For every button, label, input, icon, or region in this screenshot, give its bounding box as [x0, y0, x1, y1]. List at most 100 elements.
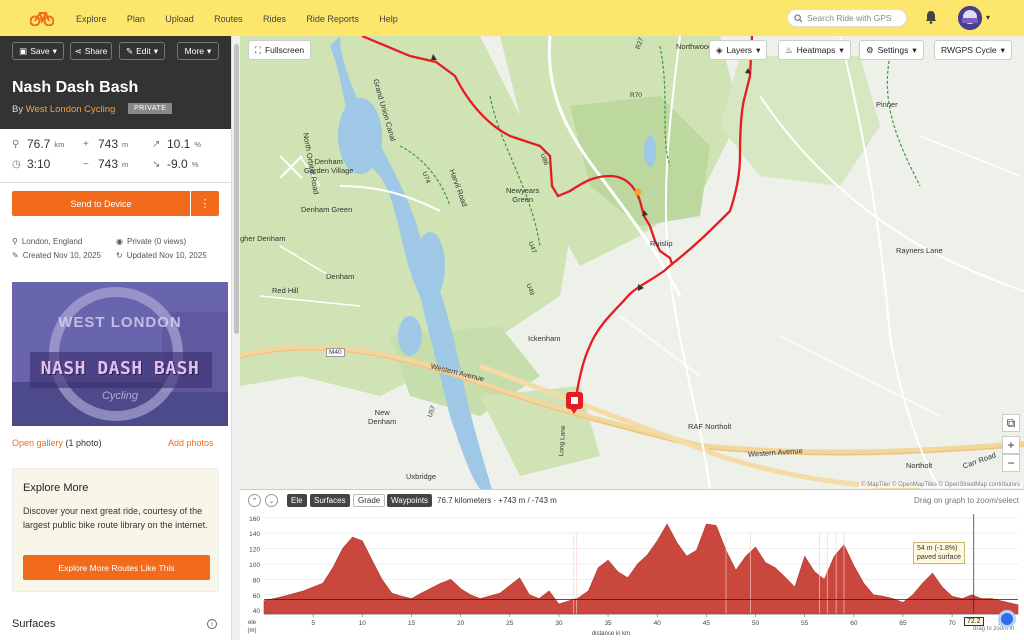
elevation-hint: Drag on graph to zoom/select	[914, 496, 1019, 505]
gallery-count: (1 photo)	[65, 438, 102, 448]
zoom-hint: drag to zoom in	[973, 626, 1015, 632]
clock-icon: ◷	[12, 158, 21, 170]
map-label-m40: M40	[326, 348, 345, 357]
chevron-down-icon[interactable]: ⌄	[265, 494, 278, 507]
tab-grade[interactable]: Grade	[353, 494, 386, 507]
tab-ele[interactable]: Ele	[287, 494, 307, 507]
stat-max-grade: ↗ 10.1%	[152, 137, 201, 151]
map-canvas	[240, 36, 1024, 489]
pencil-icon: ✎	[125, 45, 134, 56]
scrollbar-thumb[interactable]	[234, 44, 239, 334]
x-tick-label: 30	[555, 620, 563, 627]
nav-help[interactable]: Help	[379, 14, 398, 24]
gear-icon: ⚙	[866, 44, 874, 55]
map-label-red-hill: Red Hill	[272, 286, 299, 295]
chevron-down-icon[interactable]: ▾	[986, 13, 991, 22]
stat-gain: +743 m	[83, 137, 128, 151]
rwgps-logo-icon[interactable]	[30, 8, 56, 28]
chevron-down-icon: ▾	[912, 44, 917, 55]
search-input[interactable]: Search Ride with GPS	[787, 9, 907, 27]
nav-upload[interactable]: Upload	[165, 14, 194, 24]
plus-icon: +	[83, 138, 89, 150]
fullscreen-label: Fullscreen	[264, 45, 305, 55]
x-tick-label: 35	[604, 620, 612, 627]
map-label-ruislip: Ruislip	[650, 239, 673, 248]
nav-plan[interactable]: Plan	[126, 14, 145, 24]
map-layers-icon[interactable]: ⧉	[1002, 414, 1020, 432]
x-tick-label: 25	[506, 620, 514, 627]
nav-routes[interactable]: Routes	[214, 14, 243, 24]
fullscreen-icon: ⛶	[255, 44, 261, 55]
open-gallery-link[interactable]: Open gallery	[12, 438, 64, 448]
share-button[interactable]: ⋖ Share	[70, 42, 112, 60]
chevron-down-icon: ▾	[756, 44, 761, 55]
route-map[interactable]: Northwood Pinner Rayners Lane Ruislip De…	[240, 36, 1024, 489]
share-label: Share	[84, 46, 108, 56]
distance-value: 76.7	[27, 137, 51, 151]
fullscreen-button[interactable]: ⛶ Fullscreen	[248, 40, 312, 60]
x-tick-label: 15	[408, 620, 416, 627]
map-label-northolt: Northolt	[906, 461, 933, 470]
nav-ride-reports[interactable]: Ride Reports	[306, 14, 359, 24]
layers-button[interactable]: ◈ Layers ▾	[709, 40, 768, 60]
hero-title-text: NASH DASH BASH	[40, 358, 200, 379]
location-pin-icon: ⚲	[12, 237, 18, 246]
send-to-device-button[interactable]: Send to Device	[12, 191, 190, 216]
help-chat-icon[interactable]	[998, 610, 1016, 628]
chevron-down-icon: ▾	[839, 44, 844, 55]
y-tick-label: 120	[249, 547, 260, 554]
tab-surfaces[interactable]: Surfaces	[310, 494, 350, 507]
y-axis-label: (m)	[248, 628, 257, 634]
elevation-area	[263, 523, 1019, 615]
nav-rides[interactable]: Rides	[262, 14, 286, 24]
add-photos-link[interactable]: Add photos	[168, 438, 214, 448]
more-button[interactable]: More ▾	[177, 42, 219, 60]
route-header: ▣ Save ▾ ⋖ Share ✎ Edit ▾ More ▾ Nash Dash Bas…	[0, 36, 231, 129]
x-tick-label: 70	[949, 620, 957, 627]
map-style-select[interactable]: RWGPS Cycle ▾	[934, 40, 1012, 60]
chevron-down-icon: ▾	[1000, 44, 1005, 55]
explore-more-button[interactable]: Explore More Routes Like This	[23, 555, 210, 580]
meta-privacy: ◉ Private (0 views)	[116, 237, 186, 246]
privacy-text: Private (0 views)	[126, 237, 187, 246]
map-style-label: RWGPS Cycle	[941, 45, 997, 55]
settings-button[interactable]: ⚙ Settings ▾	[859, 40, 924, 60]
y-tick-label: 40	[253, 608, 261, 615]
gain-unit: m	[122, 139, 129, 149]
avatar[interactable]	[958, 6, 982, 30]
stat-distance: ⚲ 76.7 km	[12, 137, 64, 151]
zoom-out-button[interactable]: −	[1002, 454, 1020, 472]
y-tick-label: 60	[253, 593, 261, 600]
x-tick-label: 5	[311, 620, 315, 627]
updated-text: Updated Nov 10, 2025	[126, 251, 207, 260]
chevron-down-icon: ▾	[52, 45, 57, 56]
zoom-in-button[interactable]: +	[1002, 436, 1020, 454]
heatmaps-button[interactable]: ♨ Heatmaps ▾	[778, 40, 851, 60]
nav-explore[interactable]: Explore	[76, 14, 107, 24]
status-badge: PRIVATE	[128, 103, 173, 114]
save-button[interactable]: ▣ Save ▾	[12, 42, 64, 60]
x-axis-label: distance in km	[592, 631, 630, 637]
edit-button[interactable]: ✎ Edit ▾	[119, 42, 165, 60]
club-link[interactable]: West London Cycling	[25, 104, 116, 115]
y-axis-label: ele	[248, 620, 257, 626]
x-tick-label: 55	[801, 620, 809, 627]
route-photo[interactable]: WEST LONDON NASH DASH BASH Cycling	[12, 282, 228, 426]
distance-icon: ⚲	[12, 138, 20, 150]
route-sidebar: ▣ Save ▾ ⋖ Share ✎ Edit ▾ More ▾ Nash Dash Bas…	[0, 36, 231, 640]
chevron-up-icon[interactable]: ⌃	[248, 494, 261, 507]
refresh-icon: ↻	[116, 251, 123, 260]
map-label-new-denham: New Denham	[368, 408, 397, 426]
bell-icon[interactable]	[925, 10, 937, 27]
time-value: 3:10	[27, 157, 51, 171]
created-text: Created Nov 10, 2025	[22, 251, 101, 260]
more-label: More	[184, 46, 205, 56]
info-icon[interactable]: i	[207, 619, 217, 629]
meta-created: ✎ Created Nov 10, 2025	[12, 251, 101, 260]
tab-waypoints[interactable]: Waypoints	[387, 494, 433, 507]
send-options-button[interactable]: ⋮	[191, 191, 219, 216]
elevation-chart[interactable]: 160 140 120 100 80 60 40 5 10 15 20 25 30 35 40 45 50 55 6…	[240, 511, 1024, 640]
x-tick-label: 10	[359, 620, 367, 627]
chevron-down-icon: ▾	[153, 45, 159, 56]
sidebar-scrollbar[interactable]	[231, 36, 240, 640]
